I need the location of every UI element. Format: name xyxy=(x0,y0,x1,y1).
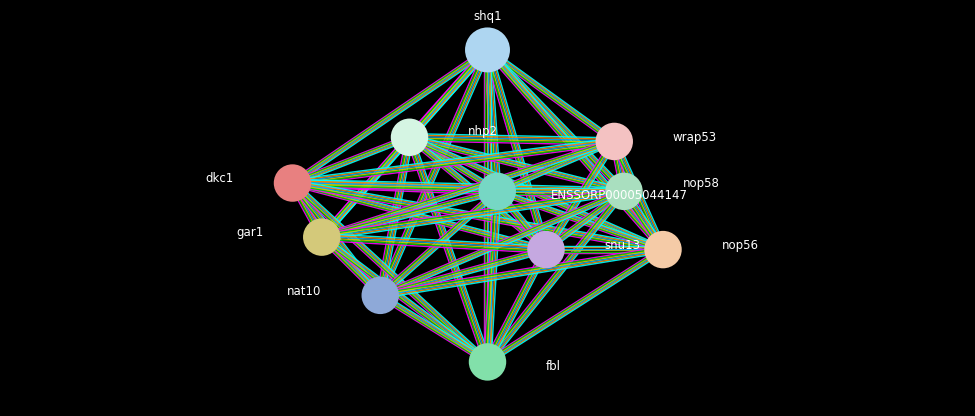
Text: nop56: nop56 xyxy=(722,239,759,252)
Ellipse shape xyxy=(528,232,564,267)
Text: ENSSORP00005044147: ENSSORP00005044147 xyxy=(551,189,688,202)
Ellipse shape xyxy=(363,277,398,313)
Ellipse shape xyxy=(304,219,339,255)
Ellipse shape xyxy=(466,28,509,72)
Ellipse shape xyxy=(480,173,515,209)
Ellipse shape xyxy=(392,119,427,155)
Ellipse shape xyxy=(470,344,505,380)
Ellipse shape xyxy=(597,124,632,159)
Text: shq1: shq1 xyxy=(473,10,502,23)
Text: nat10: nat10 xyxy=(288,285,322,298)
Text: snu13: snu13 xyxy=(604,239,641,252)
Text: nhp2: nhp2 xyxy=(468,124,498,138)
Text: wrap53: wrap53 xyxy=(673,131,717,144)
Text: gar1: gar1 xyxy=(236,226,263,240)
Text: nop58: nop58 xyxy=(682,176,720,190)
Ellipse shape xyxy=(645,232,681,267)
Text: dkc1: dkc1 xyxy=(206,172,234,186)
Ellipse shape xyxy=(606,173,642,209)
Ellipse shape xyxy=(275,165,310,201)
Text: fbl: fbl xyxy=(546,359,561,373)
